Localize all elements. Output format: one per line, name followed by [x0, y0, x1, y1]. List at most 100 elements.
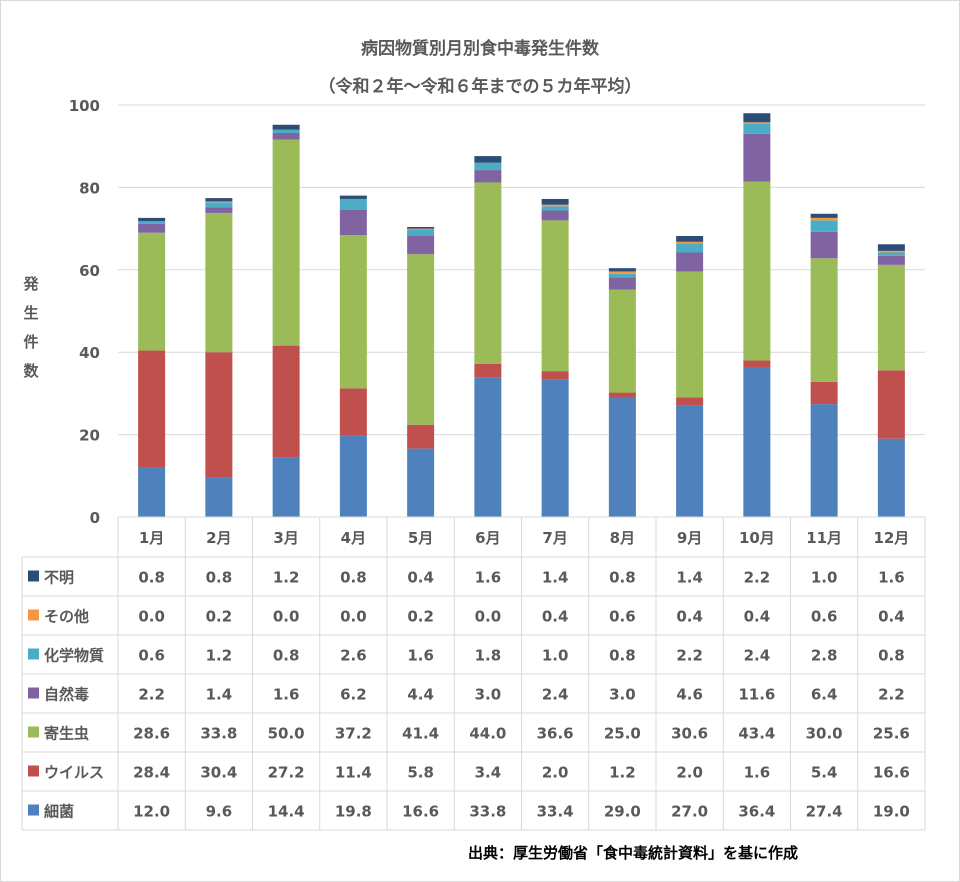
bar-segment: [272, 345, 300, 458]
bar-segment: [138, 217, 166, 222]
bar-segment: [205, 202, 233, 208]
data-table-value: 0.4: [878, 608, 905, 626]
bar-segment: [407, 254, 435, 425]
data-table-value: 11.6: [738, 686, 775, 704]
bar-segment: [810, 220, 838, 232]
bar-segment: [743, 123, 771, 134]
bar-segment: [608, 271, 636, 274]
bar-segment: [205, 198, 233, 202]
bar-segment: [877, 244, 905, 251]
data-table-value: 2.4: [744, 647, 771, 665]
bar-segment: [272, 129, 300, 134]
x-tick-label: 3月: [273, 529, 298, 547]
bar-segment: [138, 232, 166, 351]
data-table-value: 19.8: [335, 803, 372, 821]
data-table-value: 25.6: [873, 725, 910, 743]
data-table-value: 36.4: [738, 803, 775, 821]
data-table-value: 2.2: [878, 686, 905, 704]
bar-segment: [339, 198, 367, 210]
data-table-value: 0.4: [542, 608, 569, 626]
bar-segment: [608, 392, 636, 398]
bar-segment: [608, 397, 636, 517]
data-table-value: 1.6: [407, 647, 434, 665]
data-table-value: 16.6: [873, 764, 910, 782]
bar-segment: [877, 250, 905, 253]
data-table-value: 2.0: [542, 764, 569, 782]
data-table-value: 1.2: [273, 569, 300, 587]
data-table-value: 3.0: [609, 686, 636, 704]
bar-segment: [339, 235, 367, 389]
data-table-value: 0.6: [138, 647, 165, 665]
bar-segment: [541, 220, 569, 372]
data-table-value: 41.4: [402, 725, 439, 743]
bar-segment: [608, 277, 636, 290]
data-table-value: 2.0: [676, 764, 703, 782]
bar-segment: [877, 370, 905, 439]
data-table-value: 0.8: [273, 647, 300, 665]
bar-segment: [810, 258, 838, 382]
legend-swatch: [28, 687, 39, 699]
bar-segment: [205, 201, 233, 203]
data-table-value: 1.0: [811, 569, 838, 587]
bar-segment: [877, 255, 905, 265]
data-table-value: 0.6: [811, 608, 838, 626]
bar-segment: [810, 404, 838, 517]
data-table-value: 0.0: [340, 608, 367, 626]
bar-segment: [676, 397, 704, 406]
data-table-value: 50.0: [268, 725, 305, 743]
data-table-value: 6.2: [340, 686, 367, 704]
y-tick-label: 0: [90, 509, 100, 527]
bar-segment: [138, 221, 166, 224]
data-table-value: 29.0: [604, 803, 641, 821]
data-table-value: 27.0: [671, 803, 708, 821]
legend-swatch: [28, 804, 39, 816]
x-tick-label: 12月: [873, 529, 909, 547]
data-table-value: 0.0: [475, 608, 502, 626]
source-note: 出典：厚生労働省「食中毒統計資料」を基に作成: [468, 844, 799, 862]
data-table-value: 27.4: [806, 803, 843, 821]
data-table-value: 1.8: [475, 647, 502, 665]
data-table-value: 33.8: [469, 803, 506, 821]
bar-segment: [810, 381, 838, 405]
legend-swatch: [28, 648, 39, 660]
bar-segment: [474, 377, 502, 517]
legend-label: 自然毒: [44, 686, 89, 704]
bar-segment: [541, 204, 569, 207]
bar-segment: [877, 252, 905, 256]
data-table-value: 0.8: [206, 569, 233, 587]
legend-label: 寄生虫: [44, 725, 89, 743]
bar-segment: [743, 113, 771, 123]
data-table-value: 28.4: [133, 764, 170, 782]
bar-segment: [608, 289, 636, 393]
data-table-value: 1.6: [475, 569, 502, 587]
data-table-value: 2.2: [138, 686, 165, 704]
x-tick-label: 8月: [610, 529, 635, 547]
data-table-value: 0.0: [138, 608, 165, 626]
bar-segment: [474, 363, 502, 378]
bar-segment: [541, 210, 569, 221]
bar-segment: [407, 448, 435, 517]
bar-segment: [676, 405, 704, 517]
chart-title: 病因物質別月別食中毒発生件数: [361, 39, 599, 59]
data-table-value: 1.6: [744, 764, 771, 782]
bar-segment: [743, 133, 771, 182]
data-table-value: 0.4: [744, 608, 771, 626]
bar-segment: [407, 236, 435, 255]
bar-segment: [339, 195, 367, 199]
bar-segment: [541, 198, 569, 205]
data-table-value: 1.4: [542, 569, 569, 587]
data-table-value: 9.6: [206, 803, 233, 821]
data-table-value: 1.4: [676, 569, 703, 587]
data-table-value: 25.0: [604, 725, 641, 743]
bar-segment: [743, 181, 771, 361]
bar-segment: [339, 209, 367, 236]
x-tick-label: 10月: [739, 529, 775, 547]
data-table-value: 30.0: [806, 725, 843, 743]
bar-segment: [474, 156, 502, 163]
chart-subtitle: （令和２年～令和６年までの５カ年平均）: [318, 77, 642, 97]
y-axis-label: 発生件数: [23, 275, 39, 380]
x-tick-label: 11月: [806, 529, 842, 547]
bar-segment: [810, 231, 838, 259]
data-table-value: 43.4: [738, 725, 775, 743]
